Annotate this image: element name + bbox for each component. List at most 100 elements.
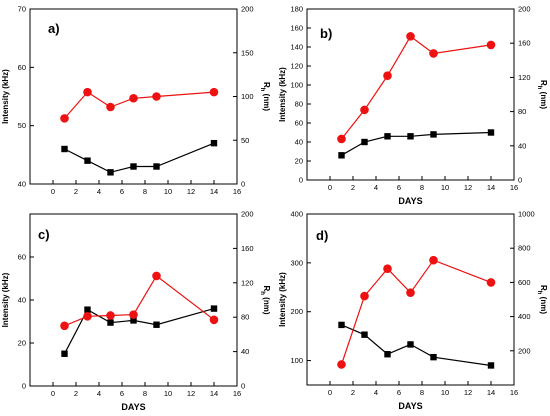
- x-tick-label: 6: [397, 183, 401, 192]
- x-tick-label: 2: [74, 389, 78, 398]
- chart-panel-2: 0 2 4 6 8 10 12 14 16020406080100120140160180040…: [278, 5, 548, 207]
- chart-panel-3: 0 2 4 6 8 10 12 14 16020406004080120160200Intens…: [1, 210, 271, 413]
- intensity-data-point: [361, 331, 368, 338]
- intensity-data-point: [407, 133, 414, 140]
- x-tick-label: 14: [487, 183, 495, 192]
- right-y-tick-label: 200: [241, 210, 254, 219]
- right-y-tick-label: 150: [241, 48, 254, 57]
- rh-data-point: [337, 134, 346, 144]
- rh-data-point: [129, 93, 138, 103]
- x-axis-title: DAYS: [121, 402, 145, 412]
- rh-data-point: [406, 32, 415, 41]
- rh-series-line: [340, 259, 492, 365]
- rh-data-point: [486, 278, 496, 287]
- rh-data-point: [406, 288, 415, 297]
- left-y-axis-title: Intensity (kHz): [278, 272, 287, 327]
- x-tick-label: 16: [233, 187, 241, 196]
- panel-label: d): [316, 228, 328, 243]
- rh-data-point: [106, 311, 115, 320]
- right-y-axis-title: Rh (nm): [259, 82, 271, 111]
- panel-label: a): [48, 21, 60, 36]
- right-y-axis-title: Rh (nm): [536, 80, 548, 109]
- x-tick-label: 16: [510, 183, 518, 192]
- x-tick-label: 0: [51, 187, 55, 196]
- x-tick-label: 16: [510, 388, 518, 397]
- intensity-data-point: [384, 133, 391, 140]
- intensity-data-point: [61, 145, 68, 153]
- intensity-data-point: [384, 351, 391, 358]
- left-y-tick-label: 40: [18, 296, 26, 305]
- left-y-tick-label: 120: [290, 62, 303, 71]
- left-y-tick-label: 400: [290, 210, 303, 219]
- intensity-data-point: [407, 341, 414, 348]
- x-tick-label: 0: [328, 388, 332, 397]
- intensity-data-point: [107, 319, 114, 326]
- intensity-data-point: [361, 138, 368, 146]
- intensity-data-point: [487, 129, 495, 136]
- x-tick-label: 6: [120, 187, 124, 196]
- right-y-tick-label: 80: [241, 313, 249, 322]
- x-tick-label: 10: [441, 388, 449, 397]
- right-y-tick-label: 200: [241, 5, 254, 14]
- x-tick-label: 12: [464, 183, 472, 192]
- left-y-tick-label: 200: [290, 307, 303, 316]
- rh-series-line: [64, 91, 215, 119]
- rh-data-point: [209, 315, 219, 325]
- intensity-data-point: [107, 169, 114, 176]
- rh-data-point: [60, 321, 69, 331]
- x-tick-label: 12: [464, 388, 472, 397]
- rh-series-line: [341, 35, 492, 140]
- rh-data-point: [209, 87, 219, 97]
- right-y-axis-title: Rh (nm): [536, 285, 548, 314]
- intensity-data-point: [84, 157, 91, 164]
- rh-data-point: [360, 291, 369, 301]
- intensity-series-line: [64, 142, 215, 173]
- left-y-tick-label: 160: [290, 24, 303, 33]
- x-tick-label: 0: [51, 389, 55, 398]
- left-y-tick-label: 50: [18, 121, 26, 130]
- intensity-data-point: [210, 139, 218, 147]
- x-tick-label: 0: [328, 183, 332, 192]
- left-y-tick-label: 100: [290, 81, 303, 90]
- intensity-data-point: [338, 321, 345, 329]
- intensity-data-point: [153, 163, 160, 170]
- left-y-axis-title: Intensity (kHz): [1, 272, 10, 327]
- right-y-axis-title: Rh (nm): [259, 285, 271, 314]
- plot-frame: [306, 213, 515, 386]
- x-tick-label: 2: [351, 388, 355, 397]
- left-y-tick-label: 180: [290, 5, 303, 14]
- intensity-data-point: [210, 305, 218, 312]
- panel-label: c): [38, 227, 50, 242]
- right-y-tick-label: 40: [241, 347, 249, 356]
- intensity-series-line: [341, 131, 492, 156]
- x-tick-label: 8: [143, 187, 147, 196]
- right-y-tick-label: 40: [518, 141, 526, 150]
- left-y-tick-label: 40: [295, 138, 303, 147]
- x-tick-label: 10: [164, 389, 172, 398]
- rh-data-point: [152, 92, 161, 101]
- left-y-tick-label: 60: [18, 63, 26, 72]
- rh-data-point: [83, 312, 92, 321]
- plot-frame: [29, 213, 238, 387]
- x-tick-label: 14: [210, 389, 218, 398]
- x-tick-label: 4: [374, 388, 378, 397]
- right-y-tick-label: 0: [241, 180, 245, 189]
- left-y-tick-label: 60: [18, 253, 26, 262]
- x-tick-label: 8: [420, 388, 424, 397]
- x-tick-label: 8: [420, 183, 424, 192]
- right-y-tick-label: 800: [518, 244, 531, 253]
- left-y-tick-label: 140: [290, 43, 303, 52]
- intensity-series-line: [341, 324, 492, 367]
- right-y-tick-label: 160: [241, 244, 254, 253]
- rh-data-point: [383, 71, 392, 80]
- right-y-tick-label: 0: [241, 382, 245, 391]
- x-tick-label: 2: [74, 187, 78, 196]
- left-y-tick-label: 20: [295, 157, 303, 166]
- right-y-tick-label: 100: [241, 92, 254, 101]
- left-y-tick-label: 0: [22, 382, 26, 391]
- intensity-data-point: [84, 306, 91, 313]
- intensity-data-point: [338, 152, 345, 159]
- right-y-tick-label: 120: [518, 73, 531, 82]
- panel-label: b): [320, 26, 332, 41]
